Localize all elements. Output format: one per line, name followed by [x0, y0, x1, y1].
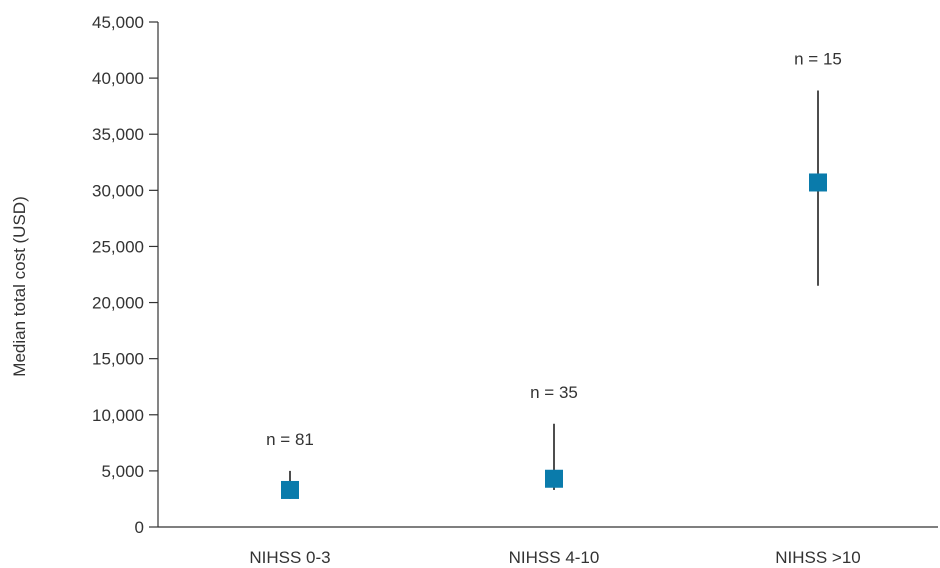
y-tick-label: 10,000 — [92, 406, 144, 425]
data-point-marker — [545, 469, 563, 488]
data-point-marker — [281, 480, 299, 499]
x-category-label: NIHSS 4-10 — [509, 548, 600, 567]
y-tick-label: 5,000 — [101, 462, 144, 481]
x-axis: NIHSS 0-3 NIHSS 4-10 NIHSS >10 — [158, 526, 938, 567]
plot-area: n = 81 n = 35 n = 15 — [266, 49, 842, 499]
y-axis-title: Median total cost (USD) — [10, 196, 29, 376]
y-tick-label: 20,000 — [92, 294, 144, 313]
y-tick-label: 15,000 — [92, 350, 144, 369]
sample-size-label: n = 15 — [794, 49, 842, 68]
y-tick-label: 0 — [135, 518, 144, 537]
y-tick-label: 40,000 — [92, 69, 144, 88]
y-tick-label: 25,000 — [92, 237, 144, 256]
sample-size-label: n = 81 — [266, 430, 314, 449]
x-category-label: NIHSS 0-3 — [249, 548, 330, 567]
data-point-marker — [809, 173, 827, 192]
sample-size-label: n = 35 — [530, 383, 578, 402]
y-axis: 0 5,000 10,000 15,000 20,000 25,000 30,000 35,0… — [92, 13, 159, 537]
y-tick-label: 35,000 — [92, 125, 144, 144]
y-tick-label: 45,000 — [92, 13, 144, 32]
y-tick-label: 30,000 — [92, 181, 144, 200]
x-category-label: NIHSS >10 — [775, 548, 861, 567]
